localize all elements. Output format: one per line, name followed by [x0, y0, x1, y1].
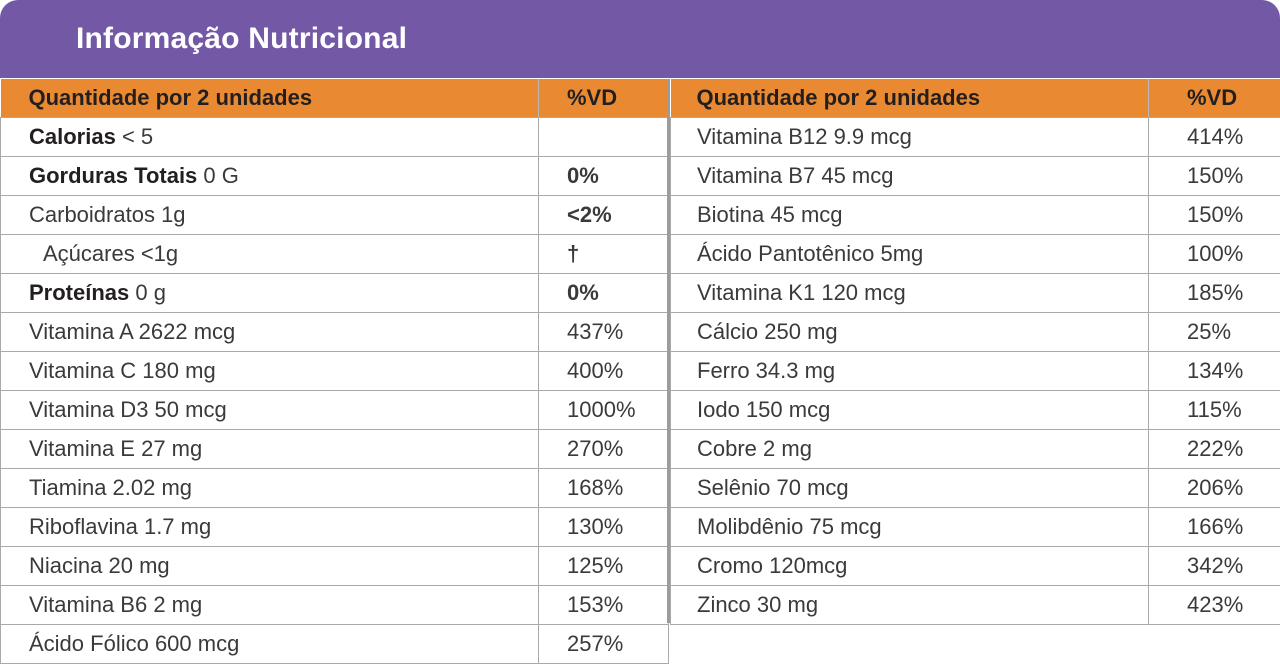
table-row: Cobre 2 mg 222%	[670, 428, 1280, 468]
table-row: Vitamina C 180 mg 400%	[0, 350, 669, 390]
table-row: Vitamina K1 120 mcg 185%	[670, 272, 1280, 312]
nutrient-cell: Vitamina B7 45 mcg	[670, 155, 1149, 195]
nutrient-cell: Vitamina E 27 mg	[0, 428, 539, 468]
nutrient-name: Calorias	[29, 123, 116, 149]
nutrient-amount: 0 G	[203, 162, 239, 188]
pct-cell: 206%	[1148, 467, 1280, 507]
nutrient-cell: Cobre 2 mg	[670, 428, 1149, 468]
pct-cell: 150%	[1148, 194, 1280, 234]
nutrient-cell: Ácido Fólico 600 mcg	[0, 623, 539, 664]
pct-cell: 25%	[1148, 311, 1280, 351]
table-row: Ácido Pantotênico 5mg 100%	[670, 233, 1280, 273]
table-header-row: Quantidade por 2 unidades %VD	[0, 79, 669, 117]
nutrient-cell: Iodo 150 mcg	[670, 389, 1149, 429]
nutrient-name: Gorduras Totais	[29, 162, 198, 188]
nutrient-cell: Vitamina B12 9.9 mcg	[670, 116, 1149, 156]
table-row: Carboidratos 1g <2%	[0, 194, 669, 234]
pct-cell: 342%	[1148, 545, 1280, 585]
nutrient-cell: Biotina 45 mcg	[670, 194, 1149, 234]
table-row: Iodo 150 mcg 115%	[670, 389, 1280, 429]
table-divider	[667, 79, 670, 623]
nutrient-amount: < 5	[121, 123, 154, 149]
pct-cell: †	[538, 233, 669, 273]
page-title: Informação Nutricional	[76, 22, 408, 55]
table-row: Cálcio 250 mg 25%	[670, 311, 1280, 351]
table-row: Tiamina 2.02 mg 168%	[0, 467, 669, 507]
nutrient-cell: Vitamina D3 50 mcg	[0, 389, 539, 429]
nutrient-name: Proteínas	[29, 279, 130, 305]
nutrition-header: Informação Nutricional	[0, 0, 1280, 78]
nutrient-cell: Ferro 34.3 mg	[670, 350, 1149, 390]
column-header-quantity: Quantidade por 2 unidades	[670, 79, 1149, 117]
pct-cell: 1000%	[538, 389, 669, 429]
column-header-quantity: Quantidade por 2 unidades	[0, 79, 539, 117]
pct-cell: 168%	[538, 467, 669, 507]
pct-cell: <2%	[538, 194, 669, 234]
nutrient-cell: Zinco 30 mg	[670, 584, 1149, 625]
table-row: Açúcares <1g †	[0, 233, 669, 273]
nutrient-cell: Açúcares <1g	[0, 233, 539, 273]
column-header-pct: %VD	[538, 79, 669, 117]
nutrient-amount: 0 g	[135, 279, 166, 305]
pct-cell: 257%	[538, 623, 669, 664]
table-header-row: Quantidade por 2 unidades %VD	[670, 79, 1280, 117]
pct-cell: 0%	[538, 155, 669, 195]
table-row: Proteínas 0 g 0%	[0, 272, 669, 312]
table-row: Molibdênio 75 mcg 166%	[670, 506, 1280, 546]
nutrient-cell: Tiamina 2.02 mg	[0, 467, 539, 507]
pct-cell: 125%	[538, 545, 669, 585]
table-row: Ácido Fólico 600 mcg 257%	[0, 623, 669, 664]
table-row: Vitamina E 27 mg 270%	[0, 428, 669, 468]
nutrient-cell: Cálcio 250 mg	[670, 311, 1149, 351]
nutrient-cell: Selênio 70 mcg	[670, 467, 1149, 507]
pct-cell: 414%	[1148, 116, 1280, 156]
table-row: Vitamina B12 9.9 mcg 414%	[670, 116, 1280, 156]
nutrient-cell: Proteínas 0 g	[0, 272, 539, 312]
table-row: Ferro 34.3 mg 134%	[670, 350, 1280, 390]
table-row: Niacina 20 mg 125%	[0, 545, 669, 585]
table-row: Selênio 70 mcg 206%	[670, 467, 1280, 507]
table-row: Vitamina B6 2 mg 153%	[0, 584, 669, 624]
table-row: Vitamina A 2622 mcg 437%	[0, 311, 669, 351]
nutrient-cell: Vitamina A 2622 mcg	[0, 311, 539, 351]
table-row: Vitamina D3 50 mcg 1000%	[0, 389, 669, 429]
nutrient-cell: Riboflavina 1.7 mg	[0, 506, 539, 546]
pct-cell	[538, 116, 669, 156]
table-row: Riboflavina 1.7 mg 130%	[0, 506, 669, 546]
nutrient-cell: Molibdênio 75 mcg	[670, 506, 1149, 546]
column-header-pct: %VD	[1148, 79, 1280, 117]
table-row: Zinco 30 mg 423%	[670, 584, 1280, 625]
pct-cell: 185%	[1148, 272, 1280, 312]
table-row: Gorduras Totais 0 G 0%	[0, 155, 669, 195]
pct-cell: 134%	[1148, 350, 1280, 390]
table-row: Cromo 120mcg 342%	[670, 545, 1280, 585]
pct-cell: 100%	[1148, 233, 1280, 273]
nutrient-cell: Calorias < 5	[0, 116, 539, 156]
nutrient-cell: Gorduras Totais 0 G	[0, 155, 539, 195]
nutrient-cell: Vitamina C 180 mg	[0, 350, 539, 390]
pct-cell: 270%	[538, 428, 669, 468]
pct-cell: 400%	[538, 350, 669, 390]
nutrient-cell: Niacina 20 mg	[0, 545, 539, 585]
pct-cell: 423%	[1148, 584, 1280, 625]
nutrient-cell: Carboidratos 1g	[0, 194, 539, 234]
pct-cell: 437%	[538, 311, 669, 351]
table-row: Vitamina B7 45 mcg 150%	[670, 155, 1280, 195]
pct-cell: 153%	[538, 584, 669, 624]
nutrition-table-left: Quantidade por 2 unidades %VD Calorias <…	[0, 79, 669, 664]
table-row: Biotina 45 mcg 150%	[670, 194, 1280, 234]
pct-cell: 150%	[1148, 155, 1280, 195]
table-row: Calorias < 5	[0, 116, 669, 156]
nutrition-table-right: Quantidade por 2 unidades %VD Vitamina B…	[670, 79, 1280, 625]
pct-cell: 115%	[1148, 389, 1280, 429]
pct-cell: 130%	[538, 506, 669, 546]
nutrient-cell: Vitamina B6 2 mg	[0, 584, 539, 624]
pct-cell: 166%	[1148, 506, 1280, 546]
pct-cell: 222%	[1148, 428, 1280, 468]
nutrient-cell: Cromo 120mcg	[670, 545, 1149, 585]
pct-cell: 0%	[538, 272, 669, 312]
nutrient-cell: Vitamina K1 120 mcg	[670, 272, 1149, 312]
nutrient-cell: Ácido Pantotênico 5mg	[670, 233, 1149, 273]
